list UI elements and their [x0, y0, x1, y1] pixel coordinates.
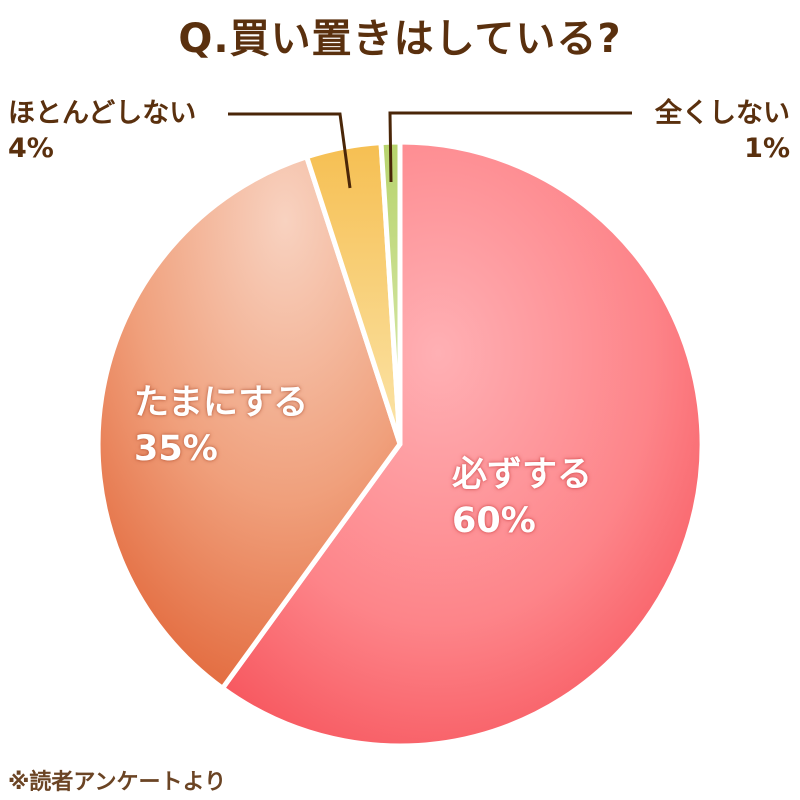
pie-slice-always	[220, 139, 705, 749]
source-footnote: ※読者アンケートより	[8, 770, 227, 795]
leader-line-never	[388, 111, 632, 183]
slice-label-sometimes: たまにする 35%	[134, 380, 308, 472]
callout-rarely-pct: 4%	[8, 133, 54, 164]
pie-slice-sometimes	[95, 154, 403, 691]
slice-label-always-text: 必ずする	[452, 455, 593, 495]
slice-label-sometimes-text: たまにする	[134, 383, 309, 423]
slice-label-sometimes-pct: 35%	[134, 429, 218, 469]
callout-rarely: ほとんどしない 4%	[8, 96, 196, 166]
callout-never: 全くしない 1%	[655, 96, 790, 166]
callout-rarely-label: ほとんどしない	[8, 98, 197, 129]
slice-label-always: 必ずする 60%	[452, 452, 592, 544]
slice-label-always-pct: 60%	[452, 501, 536, 541]
leader-line-rarely	[228, 112, 352, 189]
chart-title: Q.買い置きはしている?	[178, 16, 622, 62]
callout-never-pct: 1%	[744, 133, 790, 164]
callout-never-label: 全くしない	[655, 98, 790, 129]
